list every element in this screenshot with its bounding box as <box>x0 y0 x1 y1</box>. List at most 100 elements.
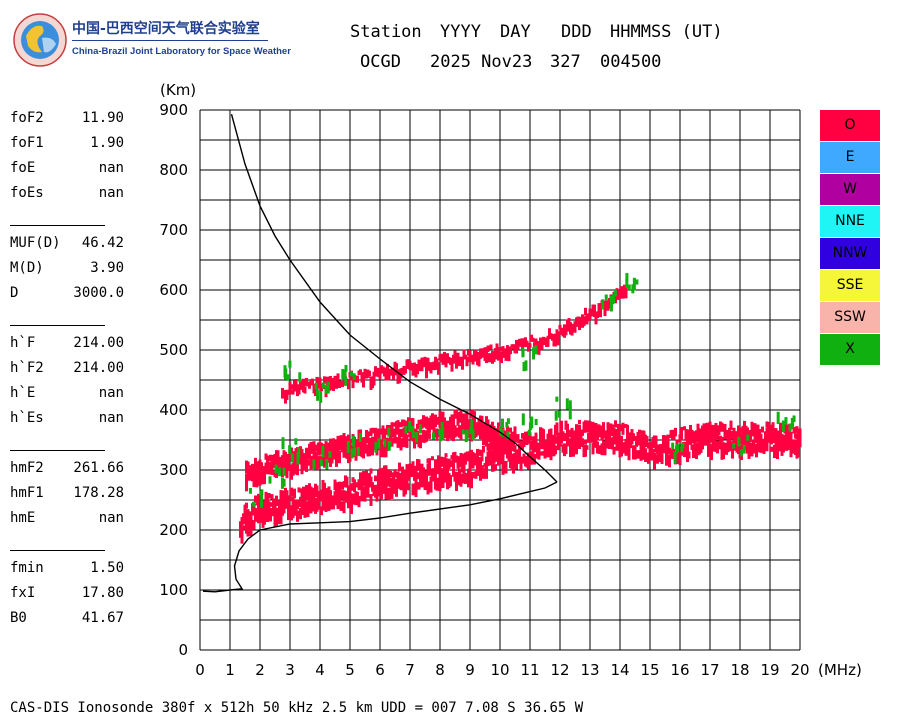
trace-echo-o <box>441 360 445 365</box>
trace-echo-x <box>411 431 415 439</box>
trace-echo-o <box>275 495 278 507</box>
trace-echo-o <box>494 464 497 470</box>
trace-echo-o <box>675 439 679 449</box>
trace-echo-o <box>371 427 374 434</box>
x-tick-label: 12 <box>550 661 569 679</box>
trace-echo-x <box>274 464 278 474</box>
trace-echo-o <box>338 481 341 493</box>
trace-echo-o <box>291 389 295 395</box>
trace-echo-o <box>383 432 386 441</box>
trace-echo-o <box>621 290 625 299</box>
trace-echo-x <box>344 377 348 386</box>
trace-echo-o <box>660 454 664 464</box>
param-row: foE nan <box>10 160 124 176</box>
trace-echo-o <box>729 420 733 430</box>
x-tick-label: 6 <box>375 661 385 679</box>
trace-echo-o <box>798 428 802 438</box>
trace-echo-x <box>377 438 381 449</box>
trace-echo-o <box>486 345 490 353</box>
trace-echo-o <box>312 496 316 502</box>
trace-echo-o <box>309 459 313 471</box>
trace-echo-x <box>790 417 794 429</box>
trace-echo-o <box>614 423 617 428</box>
trace-echo-o <box>335 482 338 489</box>
x-tick-label: 15 <box>640 661 659 679</box>
param-value: 17.80 <box>81 585 124 601</box>
param-name: foF1 <box>10 135 44 151</box>
trace-echo-o <box>425 470 428 485</box>
trace-echo-o <box>644 456 647 462</box>
trace-echo-o <box>465 454 469 462</box>
trace-echo-o <box>621 427 625 434</box>
x-tick-label: 1 <box>225 661 235 679</box>
trace-echo-o <box>465 415 469 422</box>
trace-echo-o <box>437 362 440 375</box>
header-label-time: HHMMSS (UT) <box>610 22 723 42</box>
trace-echo-x <box>534 418 538 426</box>
param-divider <box>10 225 105 226</box>
trace-echo-o <box>738 427 742 434</box>
x-tick-label: 13 <box>580 661 599 679</box>
trace-echo-x <box>461 429 465 435</box>
trace-echo-o <box>581 440 584 445</box>
trace-echo-x <box>627 284 631 291</box>
header-label-doy: DDD <box>561 22 592 42</box>
trace-echo-o <box>353 481 356 486</box>
trace-echo-o <box>257 461 260 473</box>
trace-echo-o <box>312 487 316 501</box>
trace-echo-x <box>529 418 533 428</box>
trace-echo-x <box>788 423 792 432</box>
trace-echo-o <box>693 431 697 441</box>
trace-echo-o <box>549 428 553 437</box>
trace-echo-o <box>726 443 730 453</box>
trace-echo-o <box>627 447 631 461</box>
trace-echo-o <box>650 441 653 456</box>
trace-echo-o <box>575 443 578 455</box>
trace-echo-o <box>509 455 512 461</box>
trace-echo-o <box>722 447 725 460</box>
trace-echo-o <box>537 442 541 455</box>
trace-echo-x <box>521 413 525 426</box>
trace-echo-o <box>347 491 350 502</box>
trace-echo-x <box>343 370 347 380</box>
trace-echo-x <box>383 438 387 447</box>
trace-echo-x <box>471 429 475 441</box>
trace-echo-o <box>461 453 464 463</box>
trace-echo-o <box>245 478 248 492</box>
trace-echo-o <box>795 426 799 434</box>
trace-echo-o <box>378 428 382 435</box>
trace-echo-o <box>558 324 562 330</box>
trace-echo-o <box>435 480 439 491</box>
param-value: 178.28 <box>73 485 124 501</box>
y-tick-label: 100 <box>159 581 188 599</box>
param-value: 1.50 <box>90 560 124 576</box>
trace-echo-o <box>501 462 505 475</box>
trace-echo-x <box>298 372 302 383</box>
trace-echo-x <box>601 299 605 310</box>
trace-echo-o <box>593 304 596 318</box>
y-tick-label: 500 <box>159 341 188 359</box>
trace-echo-o <box>711 424 715 438</box>
trace-echo-x <box>349 371 353 377</box>
trace-echo-o <box>509 427 512 433</box>
trace-echo-o <box>611 437 614 447</box>
trace-echo-o <box>674 429 677 437</box>
trace-echo-x <box>613 289 617 297</box>
trace-echo-o <box>603 430 607 435</box>
trace-echo-o <box>707 429 710 438</box>
trace-echo-o <box>272 498 275 504</box>
trace-echo-o <box>468 463 472 477</box>
trace-echo-o <box>797 446 800 458</box>
trace-echo-x <box>555 396 559 402</box>
trace-echo-o <box>305 460 308 472</box>
trace-echo-o <box>599 304 602 318</box>
trace-echo-o <box>480 416 484 430</box>
trace-echo-o <box>489 344 493 350</box>
trace-echo-o <box>446 353 449 361</box>
trace-echo-o <box>557 331 560 346</box>
header-label-day: DAY <box>500 22 531 42</box>
trace-echo-o <box>347 378 350 390</box>
trace-echo-o <box>716 440 719 454</box>
trace-echo-o <box>545 443 548 449</box>
globe-logo-icon <box>13 13 67 67</box>
